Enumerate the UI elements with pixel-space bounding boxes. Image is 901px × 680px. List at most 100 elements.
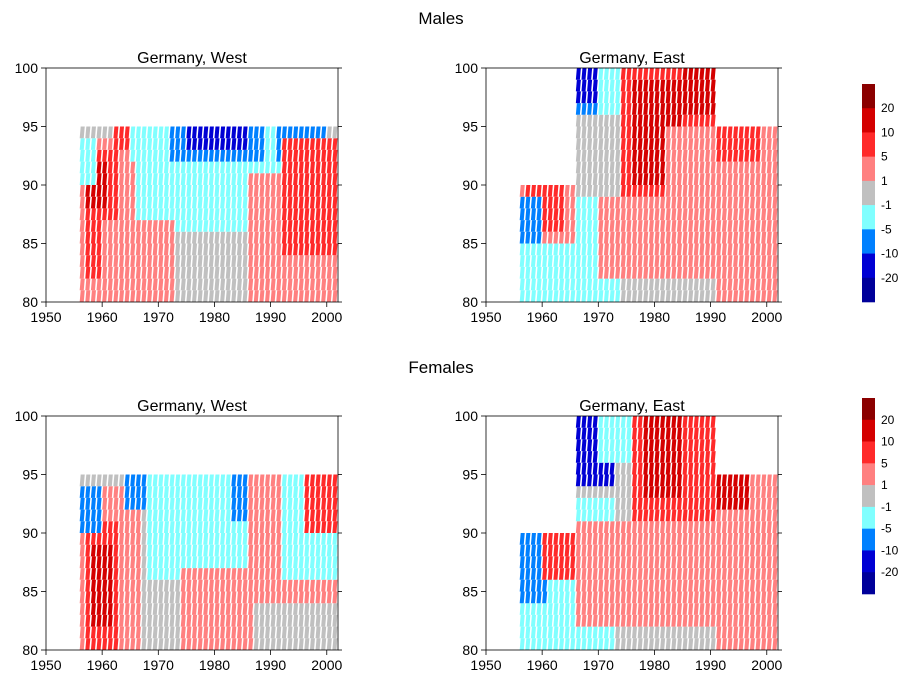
heatmap-cell [96, 521, 102, 533]
heatmap-cell [671, 126, 677, 139]
heatmap-cell [287, 196, 293, 209]
heatmap-cell [332, 614, 338, 627]
heatmap-cell [620, 126, 626, 139]
heatmap-cell [203, 278, 209, 291]
heatmap-cell [186, 568, 192, 580]
heatmap-cell [536, 185, 542, 197]
heatmap-cell [761, 497, 767, 510]
heatmap-cell [615, 173, 621, 185]
heatmap-cell [96, 208, 102, 221]
heatmap-cell [542, 614, 548, 627]
heatmap-cell [326, 243, 332, 256]
heatmap-cell [152, 278, 158, 291]
heatmap-cell [553, 243, 559, 256]
heatmap-cell [648, 220, 654, 232]
heatmap-cell [733, 208, 739, 221]
heatmap-cell [175, 220, 181, 232]
heatmap-cell [287, 544, 293, 557]
heatmap-cell [665, 91, 671, 104]
heatmap-cell [304, 603, 310, 615]
heatmap-cell [587, 533, 593, 545]
heatmap-cell [79, 544, 85, 557]
heatmap-cell [281, 138, 287, 150]
heatmap-cell [90, 521, 96, 533]
heatmap-cell [660, 603, 666, 615]
heatmap-cell [113, 626, 119, 639]
heatmap-cell [744, 149, 750, 162]
heatmap-cell [270, 138, 276, 150]
legend-swatch [862, 180, 875, 206]
heatmap-cell [648, 462, 654, 475]
heatmap-cell [598, 68, 604, 80]
heatmap-cell [620, 266, 626, 279]
heatmap-cell [654, 231, 660, 244]
heatmap-cell [620, 568, 626, 580]
heatmap-cell [643, 544, 649, 557]
heatmap-cell [587, 138, 593, 150]
heatmap-cell [231, 544, 237, 557]
heatmap-cell [598, 103, 604, 115]
heatmap-cell [90, 486, 96, 498]
heatmap-cell [169, 509, 175, 522]
heatmap-cell [755, 544, 761, 557]
heatmap-cell [699, 591, 705, 604]
heatmap-cell [592, 79, 598, 92]
heatmap-cell [96, 185, 102, 197]
heatmap-cell [119, 533, 125, 545]
heatmap-cell [265, 521, 271, 533]
heatmap-cell [682, 231, 688, 244]
heatmap-cell [214, 126, 220, 139]
heatmap-cell [214, 243, 220, 256]
heatmap-cell [530, 255, 536, 267]
heatmap-cell [733, 603, 739, 615]
heatmap-cell [186, 126, 192, 139]
heatmap-cell [693, 486, 699, 498]
heatmap-cell [755, 266, 761, 279]
heatmap-cell [147, 138, 153, 150]
heatmap-cell [637, 149, 643, 162]
heatmap-cell [102, 255, 108, 267]
heatmap-cell [214, 544, 220, 557]
heatmap-cell [766, 173, 772, 185]
heatmap-cell [530, 626, 536, 639]
heatmap-cell [609, 533, 615, 545]
heatmap-cell [682, 638, 688, 650]
heatmap-cell [682, 91, 688, 104]
heatmap-cell [321, 173, 327, 185]
heatmap-cell [693, 544, 699, 557]
heatmap-cell [598, 579, 604, 592]
heatmap-cell [575, 533, 581, 545]
heatmap-cell [281, 255, 287, 267]
heatmap-cell [287, 290, 293, 302]
heatmap-cell [676, 638, 682, 650]
heatmap-cell [632, 149, 638, 162]
heatmap-cell [581, 173, 587, 185]
heatmap-cell [733, 497, 739, 510]
heatmap-cell [113, 126, 119, 139]
heatmap-cell [287, 243, 293, 256]
heatmap-cell [733, 568, 739, 580]
heatmap-cell [248, 521, 254, 533]
heatmap-cell [547, 278, 553, 291]
heatmap-cell [85, 533, 91, 545]
heatmap-cell [592, 439, 598, 452]
heatmap-cell [665, 266, 671, 279]
heatmap-cell [660, 451, 666, 463]
heatmap-cell [321, 196, 327, 209]
heatmap-cell [626, 68, 632, 80]
heatmap-cell [525, 544, 531, 557]
heatmap-cell [592, 427, 598, 440]
heatmap-cell [626, 243, 632, 256]
heatmap-cell [592, 126, 598, 139]
heatmap-cell [761, 579, 767, 592]
heatmap-cell [141, 626, 147, 639]
heatmap-cell [766, 243, 772, 256]
heatmap-cell [203, 638, 209, 650]
legend-swatch [862, 108, 875, 133]
heatmap-cell [141, 568, 147, 580]
heatmap-cell [265, 568, 271, 580]
heatmap-cell [536, 255, 542, 267]
heatmap-cell [180, 521, 186, 533]
y-tick-label: 95 [22, 467, 38, 483]
